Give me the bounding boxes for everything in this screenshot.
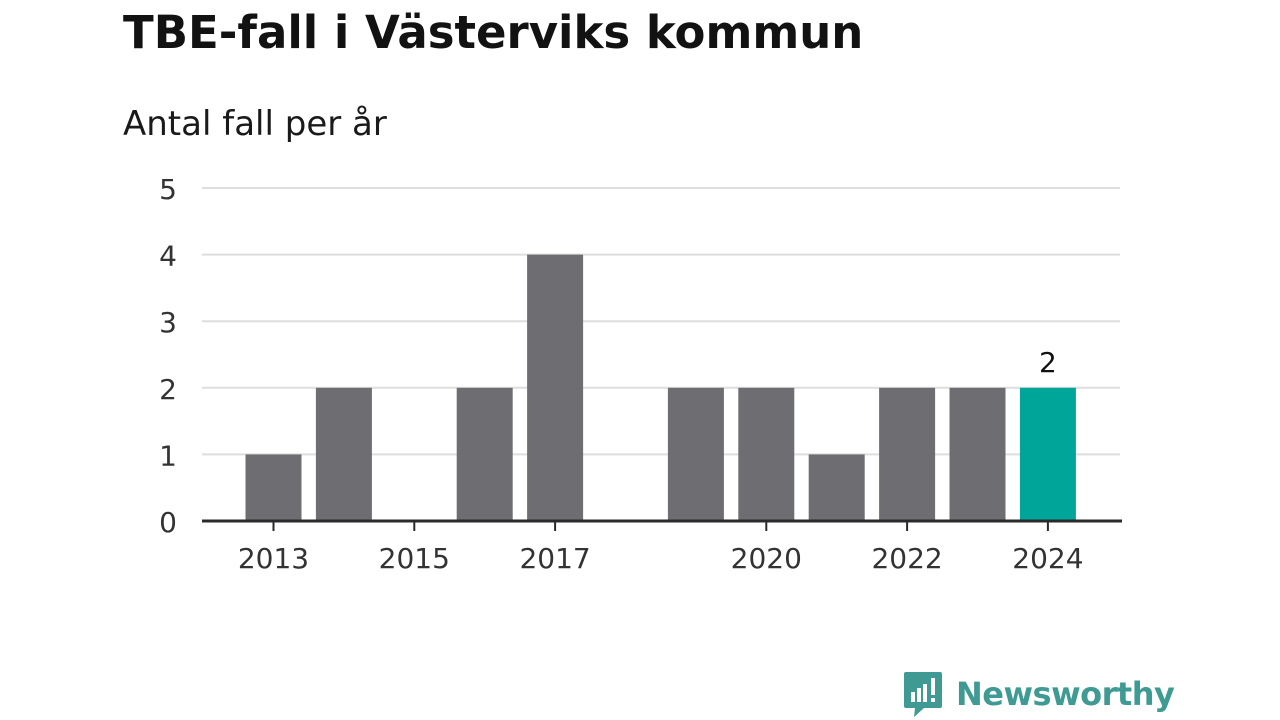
newsworthy-logo: Newsworthy (902, 670, 1175, 718)
newsworthy-logo-icon (904, 672, 942, 717)
x-tick-label: 2017 (519, 542, 590, 575)
x-tick-label: 2015 (379, 542, 450, 575)
x-tick-label: 2022 (871, 542, 942, 575)
bar-2021 (808, 454, 865, 521)
x-tick-label: 2013 (238, 542, 309, 575)
y-tick-label: 0 (159, 506, 177, 539)
newsworthy-logo-text: Newsworthy (956, 675, 1175, 713)
x-tick-label: 2020 (731, 542, 802, 575)
data-label-highlight: 2 (1039, 346, 1057, 379)
bar-2023 (949, 387, 1006, 521)
y-tick-label: 1 (159, 439, 177, 472)
bars (245, 254, 1076, 521)
y-tick-label: 4 (159, 240, 177, 273)
bar-2013 (245, 454, 302, 521)
bar-2022 (879, 387, 936, 521)
chart-subtitle: Antal fall per år (123, 104, 387, 144)
y-tick-label: 3 (159, 306, 177, 339)
bar-2019 (667, 387, 724, 521)
y-axis-ticks: 0 1 2 3 4 5 (159, 173, 177, 539)
bar-2014 (315, 387, 372, 521)
x-tick-label: 2024 (1012, 542, 1083, 575)
y-tick-label: 2 (159, 373, 177, 406)
bar-2016 (456, 387, 513, 521)
bar-2024 (1019, 387, 1076, 521)
chart-title: TBE-fall i Västerviks kommun (123, 6, 864, 59)
y-tick-label: 5 (159, 173, 177, 206)
x-axis-ticks: 2013 2015 2017 2020 2022 2024 (238, 521, 1084, 575)
data-labels: 2 (1039, 346, 1057, 379)
bar-2020 (738, 387, 795, 521)
bar-2017 (527, 254, 584, 521)
